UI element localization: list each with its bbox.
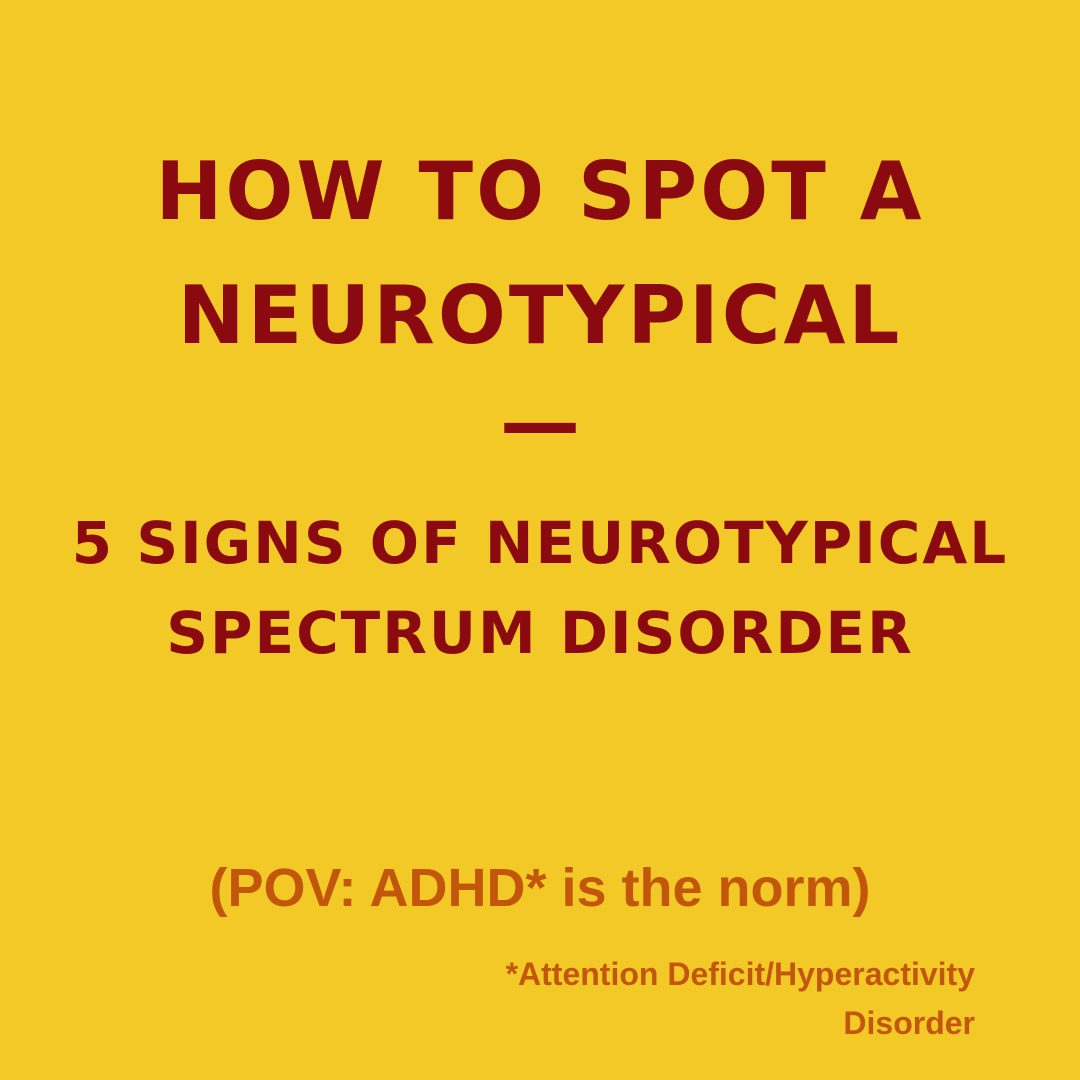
footnote-line-2: Disorder (843, 1005, 975, 1041)
title-separator-dash: — (500, 376, 580, 469)
subtitle-line-1: 5 SIGNS OF NEUROTYPICAL (71, 509, 1009, 577)
footnote: *Attention Deficit/Hyperactivity Disorde… (335, 950, 975, 1048)
subtitle-line-2: SPECTRUM DISORDER (166, 599, 914, 667)
main-title: HOW TO SPOT A NEUROTYPICAL (0, 130, 1080, 378)
subtitle: 5 SIGNS OF NEUROTYPICAL SPECTRUM DISORDE… (0, 498, 1080, 678)
pov-tagline: (POV: ADHD* is the norm) (209, 858, 871, 918)
footnote-line-1: *Attention Deficit/Hyperactivity (505, 956, 975, 992)
main-title-line-1: HOW TO SPOT A (155, 145, 925, 238)
main-title-line-2: NEUROTYPICAL (177, 269, 903, 362)
